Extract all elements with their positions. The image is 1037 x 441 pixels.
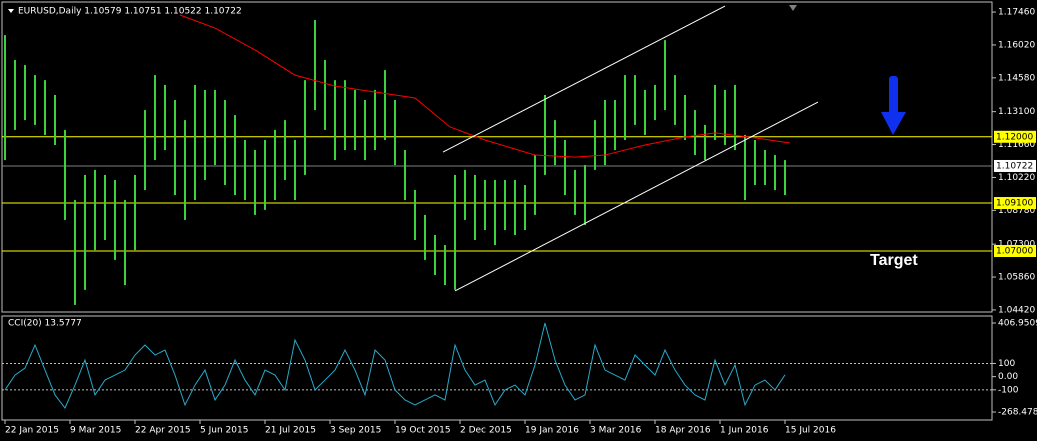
y-tick-label: 1.08780	[998, 206, 1035, 216]
y-tick-label: -100	[998, 385, 1019, 395]
y-tick-label: 0.00	[998, 372, 1018, 382]
trend-line	[454, 101, 819, 292]
level-label: 1.10722	[996, 161, 1033, 171]
x-tick-label: 22 Apr 2015	[135, 426, 191, 436]
level-label: 1.07000	[996, 247, 1033, 257]
cci-panel	[1, 315, 993, 421]
cci-plot	[2, 322, 992, 409]
blue-arrow	[881, 76, 906, 135]
x-tick-label: 19 Jan 2016	[525, 426, 579, 436]
menu-triangle[interactable]	[8, 9, 14, 13]
x-tick-label: 18 Apr 2016	[655, 426, 711, 436]
y-tick-label: 1.17460	[998, 8, 1035, 18]
annotation: Target	[870, 252, 918, 269]
level-label-box	[994, 245, 1036, 258]
y-tick-label: 1.16020	[998, 40, 1035, 50]
indicator-title: CCI(20) 13.5777	[8, 319, 82, 329]
x-tick-label: 21 Jul 2015	[265, 426, 316, 436]
x-tick-label: 3 Mar 2016	[590, 426, 642, 436]
x-tick-label: 22 Jan 2015	[5, 426, 59, 436]
level-label-box	[994, 159, 1036, 172]
level-label: 1.09100	[996, 199, 1033, 209]
y-tick-label: 1.04420	[998, 305, 1035, 315]
y-tick-label: 1.13100	[998, 107, 1035, 117]
level-label-box	[994, 130, 1036, 143]
level-label-box	[994, 197, 1036, 210]
price-plot	[2, 5, 992, 305]
x-tick-label: 2 Dec 2015	[460, 426, 512, 436]
trend-line	[442, 5, 726, 153]
y-tick-label: 1.07300	[998, 240, 1035, 250]
x-tick-label: 9 Mar 2015	[70, 426, 121, 436]
x-tick-label: 15 Jul 2016	[785, 426, 836, 436]
y-tick-label: 1.10220	[998, 173, 1035, 183]
y-tick-label: 1.11660	[998, 140, 1035, 150]
x-tick-label: 5 Jun 2015	[200, 426, 248, 436]
y-tick-label: -268.4785	[998, 408, 1037, 418]
moving-average	[179, 14, 791, 158]
x-tick-label: 3 Sep 2015	[330, 426, 381, 436]
axes: 1.17460 1.16020 1.14580 1.13100 1.11660 1.102…	[4, 8, 1037, 436]
price-panel	[1, 1, 993, 313]
y-tick-label: 100	[998, 359, 1015, 369]
level-label: 1.12000	[996, 132, 1033, 142]
chart-title: EURUSD,Daily 1.10579 1.10751 1.10522 1.1…	[18, 7, 242, 17]
x-tick-label: 1 Jun 2016	[720, 426, 769, 436]
x-tick-label: 19 Oct 2015	[395, 426, 451, 436]
y-tick-label: 1.05860	[998, 273, 1035, 283]
y-tick-label: 1.14580	[998, 73, 1035, 83]
y-tick-label: 406.9509	[998, 318, 1037, 328]
shift-marker	[789, 5, 797, 11]
cci-line	[4, 322, 786, 409]
